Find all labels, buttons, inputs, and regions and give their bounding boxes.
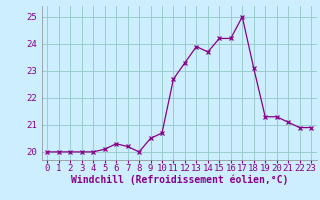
X-axis label: Windchill (Refroidissement éolien,°C): Windchill (Refroidissement éolien,°C) [70, 175, 288, 185]
